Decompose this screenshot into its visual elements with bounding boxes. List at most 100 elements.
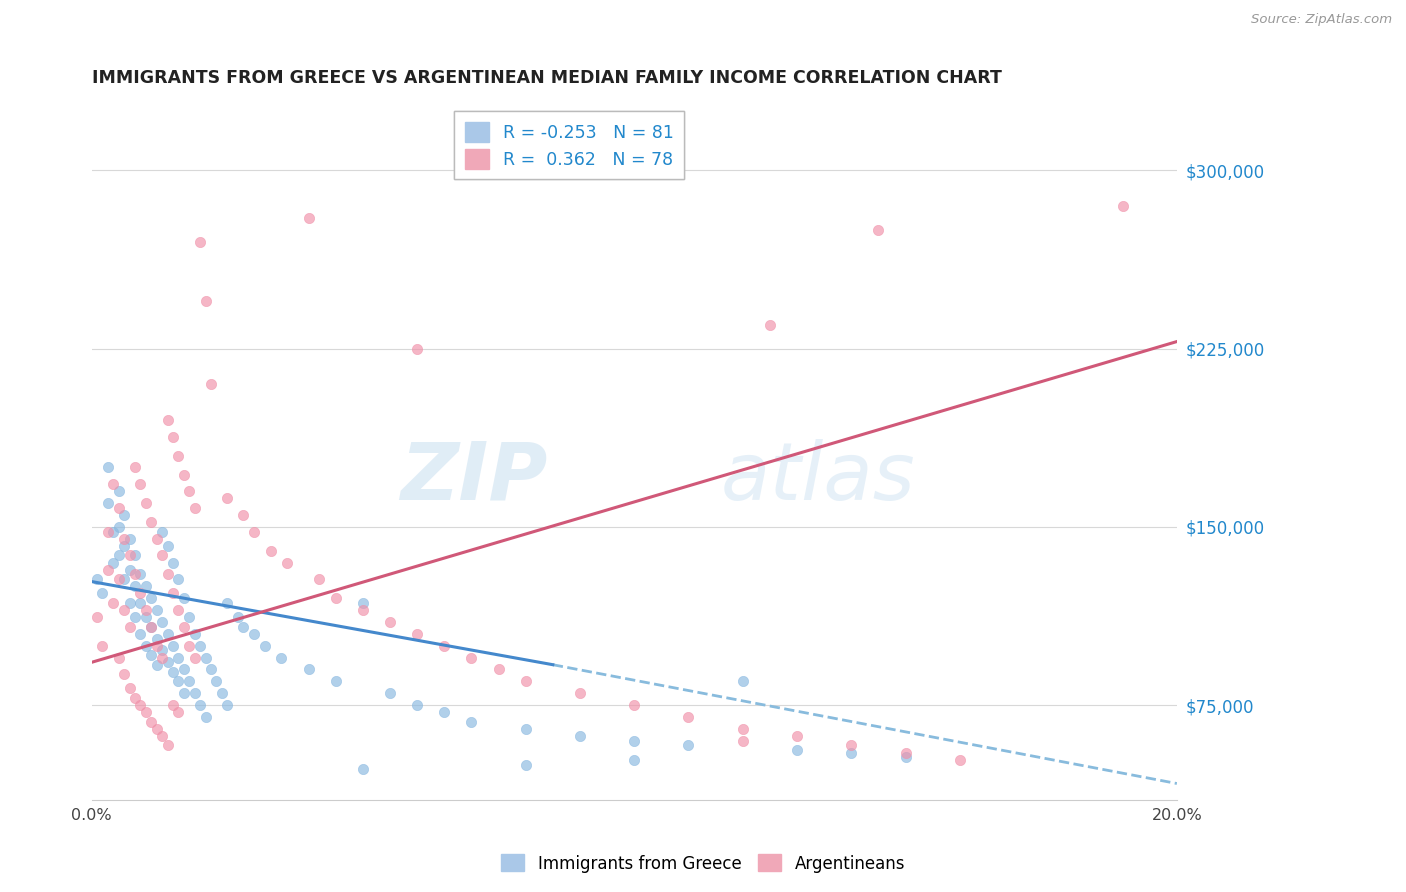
Point (515, 757, 537, 772)
Point (406, 698, 429, 712)
Point (145, 657, 167, 672)
Point (352, 596, 374, 610)
Point (124, 460, 146, 475)
Point (786, 743, 808, 757)
Point (839, 746, 862, 760)
Point (150, 549, 173, 563)
Point (308, 572, 330, 586)
Point (129, 586, 152, 600)
Point (352, 603, 374, 617)
Point (124, 690, 146, 705)
Point (515, 722, 537, 736)
Point (97, 460, 120, 475)
Point (378, 615, 401, 629)
Point (623, 733, 645, 747)
Point (86, 610, 108, 624)
Point (433, 705, 456, 719)
Point (124, 567, 146, 582)
Point (135, 639, 157, 653)
Point (179, 484, 201, 499)
Point (217, 596, 239, 610)
Point (150, 643, 173, 657)
Point (325, 591, 347, 606)
Point (107, 572, 129, 586)
Point (97, 496, 120, 510)
Point (135, 705, 157, 719)
Point (141, 714, 163, 729)
Point (97, 524, 120, 539)
Point (124, 549, 146, 563)
Point (129, 698, 152, 712)
Point (270, 650, 292, 665)
Point (156, 656, 179, 670)
Point (868, 223, 890, 237)
Point (118, 549, 141, 563)
Legend: R = -0.253   N = 81, R =  0.362   N = 78: R = -0.253 N = 81, R = 0.362 N = 78 (454, 112, 685, 179)
Point (894, 750, 917, 764)
Point (118, 681, 141, 696)
Text: atlas: atlas (721, 439, 915, 516)
Point (298, 663, 321, 677)
Point (243, 524, 266, 539)
Point (173, 663, 195, 677)
Point (173, 686, 195, 700)
Point (112, 572, 135, 586)
Point (135, 610, 157, 624)
Point (460, 714, 482, 729)
Point (129, 627, 152, 641)
Point (949, 753, 972, 767)
Point (156, 539, 179, 553)
Point (232, 620, 254, 634)
Point (129, 567, 152, 582)
Point (107, 484, 129, 499)
Point (135, 579, 157, 593)
Point (488, 663, 510, 677)
Point (200, 377, 222, 392)
Point (173, 467, 195, 482)
Point (145, 632, 167, 646)
Point (107, 549, 129, 563)
Point (141, 648, 163, 663)
Point (731, 733, 754, 747)
Point (406, 342, 429, 356)
Point (129, 596, 152, 610)
Point (183, 627, 205, 641)
Point (118, 532, 141, 546)
Point (678, 739, 700, 753)
Point (179, 674, 201, 689)
Point (162, 698, 184, 712)
Point (254, 639, 277, 653)
Point (173, 620, 195, 634)
Point (112, 532, 135, 546)
Point (124, 610, 146, 624)
Point (167, 449, 190, 463)
Point (226, 610, 249, 624)
Point (678, 710, 700, 724)
Point (162, 556, 184, 570)
Point (150, 524, 173, 539)
Point (150, 615, 173, 629)
Point (107, 500, 129, 515)
Point (217, 491, 239, 506)
Point (205, 674, 228, 689)
Point (107, 520, 129, 534)
Point (243, 627, 266, 641)
Point (731, 722, 754, 736)
Point (188, 698, 211, 712)
Point (145, 532, 167, 546)
Point (112, 539, 135, 553)
Legend: Immigrants from Greece, Argentineans: Immigrants from Greece, Argentineans (494, 847, 912, 880)
Point (325, 674, 347, 689)
Point (194, 710, 217, 724)
Point (460, 650, 482, 665)
Point (188, 639, 211, 653)
Point (406, 627, 429, 641)
Point (162, 639, 184, 653)
Point (894, 746, 917, 760)
Point (173, 591, 195, 606)
Point (118, 563, 141, 577)
Point (150, 650, 173, 665)
Point (786, 729, 808, 743)
Point (86, 572, 108, 586)
Point (568, 729, 591, 743)
